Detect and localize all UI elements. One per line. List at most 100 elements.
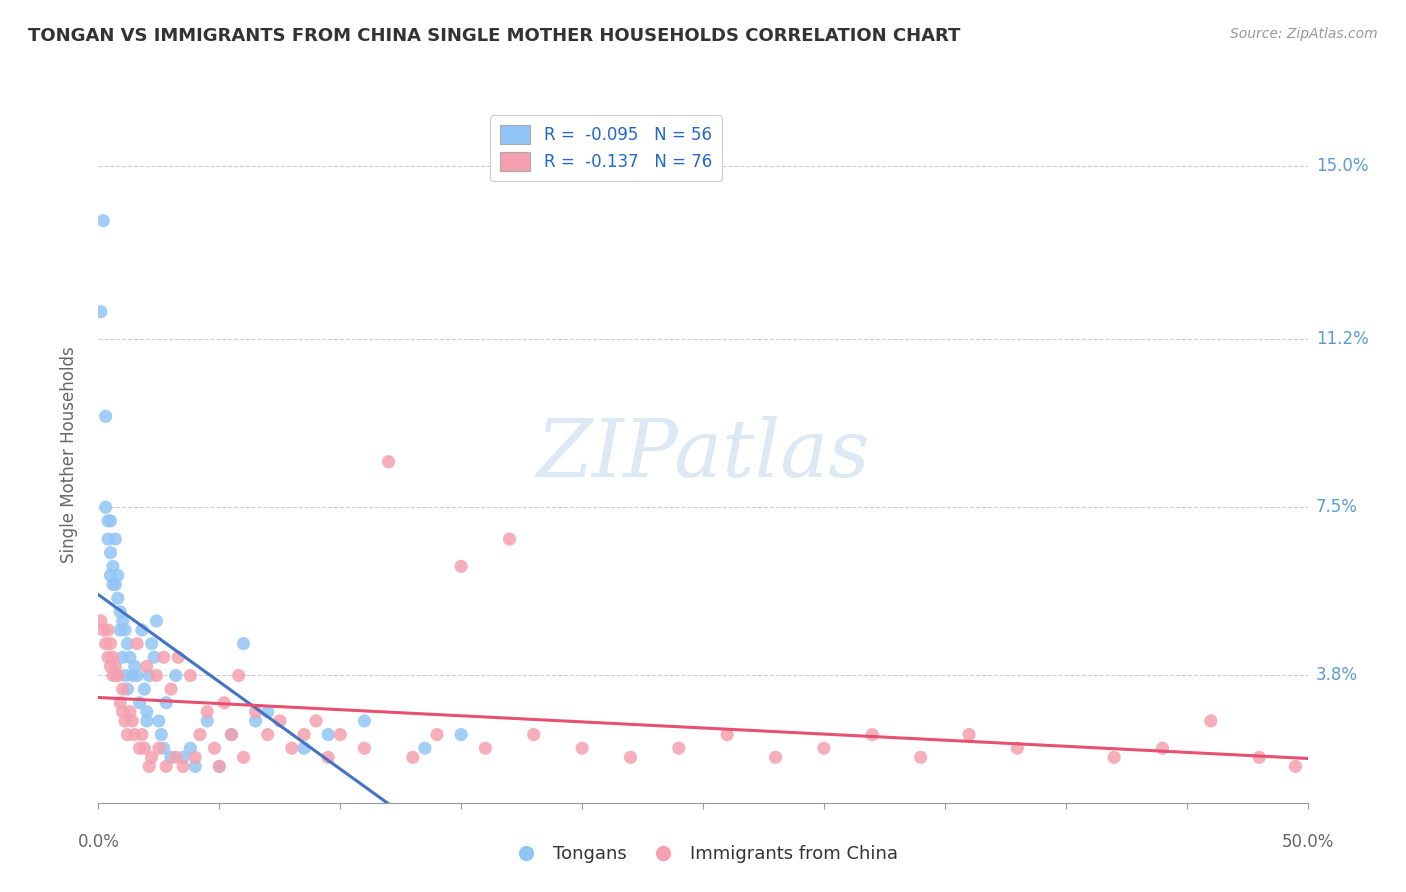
Point	[167, 650, 190, 665]
Point	[184, 750, 207, 764]
Point	[316, 728, 339, 742]
Point	[1102, 750, 1125, 764]
Point	[134, 741, 156, 756]
Point	[101, 559, 124, 574]
Point	[1152, 741, 1174, 756]
Point	[138, 759, 160, 773]
Point	[228, 668, 250, 682]
Point	[107, 568, 129, 582]
Point	[668, 741, 690, 756]
Point	[1199, 714, 1222, 728]
Point	[195, 705, 218, 719]
Point	[329, 728, 352, 742]
Point	[152, 741, 174, 756]
Text: 0.0%: 0.0%	[77, 833, 120, 851]
Point	[108, 696, 131, 710]
Point	[450, 728, 472, 742]
Point	[474, 741, 496, 756]
Point	[256, 728, 278, 742]
Point	[148, 741, 170, 756]
Point	[221, 728, 243, 742]
Point	[150, 728, 173, 742]
Point	[128, 696, 150, 710]
Point	[188, 728, 211, 742]
Point	[135, 714, 157, 728]
Point	[138, 668, 160, 682]
Point	[160, 682, 183, 697]
Point	[145, 614, 167, 628]
Point	[114, 623, 136, 637]
Point	[100, 546, 122, 560]
Point	[131, 728, 153, 742]
Point	[1249, 750, 1271, 764]
Point	[97, 623, 120, 637]
Point	[97, 532, 120, 546]
Point	[97, 514, 120, 528]
Point	[118, 650, 141, 665]
Point	[208, 759, 231, 773]
Point	[208, 759, 231, 773]
Point	[101, 650, 124, 665]
Point	[94, 500, 117, 515]
Point	[292, 728, 315, 742]
Point	[94, 409, 117, 424]
Text: 50.0%: 50.0%	[1281, 833, 1334, 851]
Point	[100, 659, 122, 673]
Point	[97, 650, 120, 665]
Point	[134, 682, 156, 697]
Y-axis label: Single Mother Households: Single Mother Households	[59, 347, 77, 563]
Point	[571, 741, 593, 756]
Point	[127, 637, 149, 651]
Point	[165, 668, 187, 682]
Point	[101, 577, 124, 591]
Point	[212, 696, 235, 710]
Point	[813, 741, 835, 756]
Point	[90, 614, 112, 628]
Point	[117, 637, 139, 651]
Point	[108, 605, 131, 619]
Point	[135, 705, 157, 719]
Point	[172, 759, 194, 773]
Text: 11.2%: 11.2%	[1316, 330, 1368, 348]
Text: ZIPatlas: ZIPatlas	[536, 417, 870, 493]
Point	[117, 682, 139, 697]
Point	[114, 668, 136, 682]
Point	[292, 741, 315, 756]
Text: 15.0%: 15.0%	[1316, 157, 1368, 175]
Point	[232, 750, 254, 764]
Point	[111, 705, 134, 719]
Point	[152, 650, 174, 665]
Point	[117, 728, 139, 742]
Point	[523, 728, 546, 742]
Point	[269, 714, 291, 728]
Point	[121, 714, 143, 728]
Point	[141, 637, 163, 651]
Point	[100, 514, 122, 528]
Point	[195, 714, 218, 728]
Point	[245, 705, 267, 719]
Point	[910, 750, 932, 764]
Point	[90, 304, 112, 318]
Point	[143, 650, 166, 665]
Point	[91, 213, 114, 227]
Point	[1007, 741, 1029, 756]
Point	[135, 659, 157, 673]
Point	[107, 591, 129, 606]
Point	[204, 741, 226, 756]
Point	[100, 568, 122, 582]
Point	[450, 559, 472, 574]
Point	[124, 728, 146, 742]
Point	[127, 668, 149, 682]
Point	[221, 728, 243, 742]
Point	[179, 668, 201, 682]
Point	[402, 750, 425, 764]
Point	[128, 741, 150, 756]
Point	[104, 659, 127, 673]
Text: 3.8%: 3.8%	[1316, 666, 1358, 684]
Point	[179, 741, 201, 756]
Point	[281, 741, 304, 756]
Point	[131, 623, 153, 637]
Point	[104, 668, 127, 682]
Point	[160, 750, 183, 764]
Point	[413, 741, 436, 756]
